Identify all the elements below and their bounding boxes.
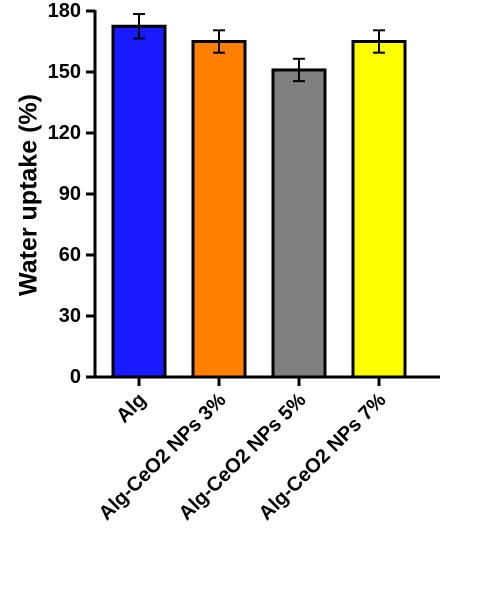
y-tick-label-150: 150	[48, 61, 81, 83]
y-tick-label-90: 90	[59, 183, 81, 205]
x-tick-label-1: Alg	[112, 389, 150, 427]
y-tick-label-30: 30	[59, 305, 81, 327]
y-axis-title: Water uptake (%)	[15, 94, 43, 296]
axes-group	[86, 9, 440, 386]
y-tick-label-120: 120	[48, 122, 81, 144]
bar-2	[191, 40, 247, 379]
bars-group	[111, 24, 407, 379]
bar-4	[351, 40, 407, 379]
y-tick-label-180: 180	[48, 0, 81, 22]
y-tick-label-0: 0	[70, 366, 81, 388]
y-tick-label-60: 60	[59, 244, 81, 266]
bar-3	[271, 68, 327, 379]
bar-1	[111, 24, 167, 379]
error-bars-group	[133, 13, 385, 83]
